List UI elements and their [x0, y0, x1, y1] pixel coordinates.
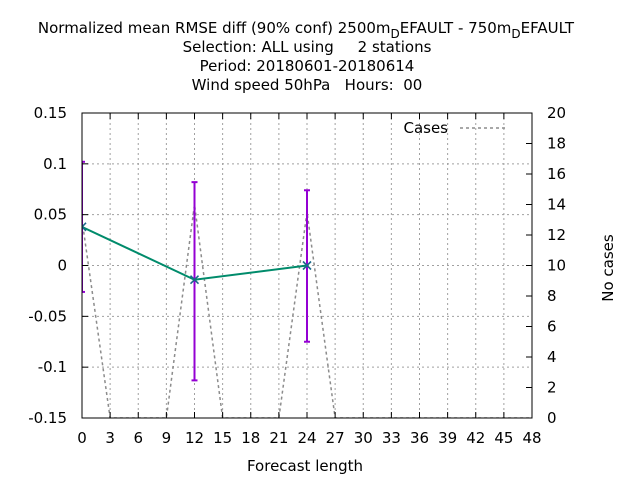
y-tick-label: 0.05 [34, 206, 67, 224]
legend: Cases [403, 119, 506, 137]
y-tick-label: -0.1 [38, 358, 67, 376]
x-tick-label: 27 [326, 429, 345, 447]
y-tick-label: -0.05 [28, 307, 67, 325]
chart-title-line-2: Selection: ALL using 2 stations [183, 38, 432, 56]
y-tick-label: -0.15 [28, 409, 67, 427]
y2-tick-label: 12 [547, 226, 566, 244]
chart-title-line-1: Normalized mean RMSE diff (90% conf) 250… [38, 19, 575, 41]
x-tick-label: 48 [522, 429, 541, 447]
grid [82, 113, 532, 418]
y2-axis-label: No cases [599, 234, 617, 302]
y-tick-label: 0.15 [34, 104, 67, 122]
x-axis-label: Forecast length [247, 457, 363, 475]
x-tick-label: 30 [354, 429, 373, 447]
title-sub-1: D [391, 27, 400, 41]
series-layer [82, 160, 532, 418]
x-tick-label: 42 [466, 429, 485, 447]
x-tick-label: 33 [382, 429, 401, 447]
data-point [189, 275, 200, 285]
y-tick-label: 0 [57, 257, 67, 275]
y2-tick-label: 10 [547, 257, 566, 275]
y2-tick-label: 18 [547, 135, 566, 153]
x-tick-label: 45 [494, 429, 513, 447]
data-point [302, 260, 312, 271]
x-tick-label: 3 [105, 429, 115, 447]
x-tick-label: 21 [269, 429, 288, 447]
chart-title-line-4: Wind speed 50hPa Hours: 00 [192, 76, 423, 94]
y2-tick-label: 2 [547, 379, 557, 397]
x-tick-label: 0 [77, 429, 87, 447]
y2-tick-label: 4 [547, 348, 557, 366]
x-tick-label: 18 [241, 429, 260, 447]
y2-tick-label: 16 [547, 165, 566, 183]
y2-tick-label: 8 [547, 287, 557, 305]
y2-tick-label: 14 [547, 196, 566, 214]
y2-tick-label: 6 [547, 318, 557, 336]
chart-title-line-3: Period: 20180601-20180614 [200, 57, 415, 75]
x-tick-label: 24 [297, 429, 316, 447]
x-tick-label: 36 [410, 429, 429, 447]
axis-ticks: 0 3 6 9 12 15 18 21 24 27 30 33 36 39 42 45 480.150.10.0… [28, 104, 566, 447]
legend-label-cases: Cases [403, 119, 448, 137]
title-part-2: EFAULT - 750m [400, 19, 512, 37]
y-tick-label: 0.1 [43, 155, 67, 173]
title-part-3: EFAULT [521, 19, 575, 37]
x-tick-label: 9 [162, 429, 172, 447]
title-part-1: Normalized mean RMSE diff (90% conf) 250… [38, 19, 391, 37]
x-tick-label: 15 [213, 429, 232, 447]
y2-tick-label: 0 [547, 409, 557, 427]
x-tick-label: 6 [133, 429, 143, 447]
title-sub-2: D [511, 27, 520, 41]
x-tick-label: 39 [438, 429, 457, 447]
data-point [82, 222, 87, 232]
x-tick-label: 12 [185, 429, 204, 447]
y2-tick-label: 20 [547, 104, 566, 122]
